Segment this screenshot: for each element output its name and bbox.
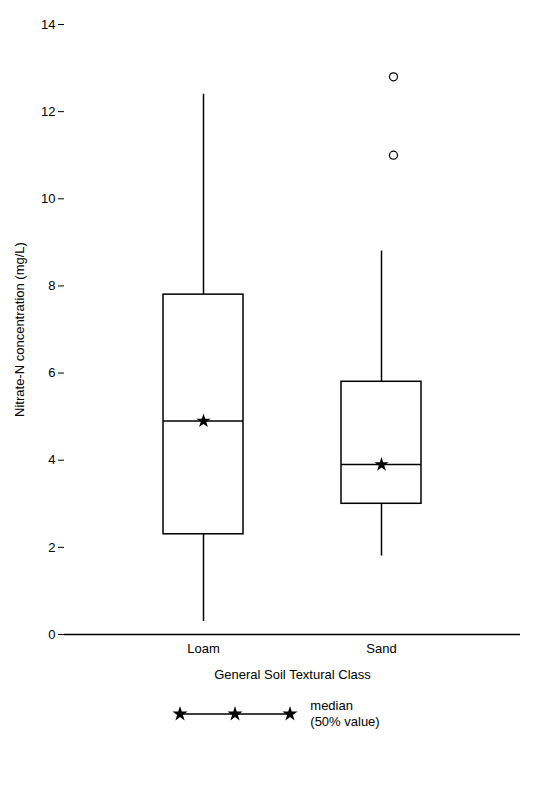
svg-text:4: 4 <box>48 452 55 467</box>
svg-text:General Soil Textural Class: General Soil Textural Class <box>214 667 371 682</box>
svg-text:14: 14 <box>41 17 55 32</box>
svg-text:10: 10 <box>41 191 55 206</box>
svg-text:0: 0 <box>48 627 55 642</box>
svg-text:2: 2 <box>48 540 55 555</box>
svg-text:8: 8 <box>48 278 55 293</box>
svg-text:Sand: Sand <box>366 641 396 656</box>
svg-text:Nitrate-N concentration (mg/L): Nitrate-N concentration (mg/L) <box>12 242 27 417</box>
svg-text:12: 12 <box>41 104 55 119</box>
svg-text:Loam: Loam <box>187 641 220 656</box>
svg-text:6: 6 <box>48 365 55 380</box>
html-text:median (50% value): median (50% value) <box>310 698 380 730</box>
